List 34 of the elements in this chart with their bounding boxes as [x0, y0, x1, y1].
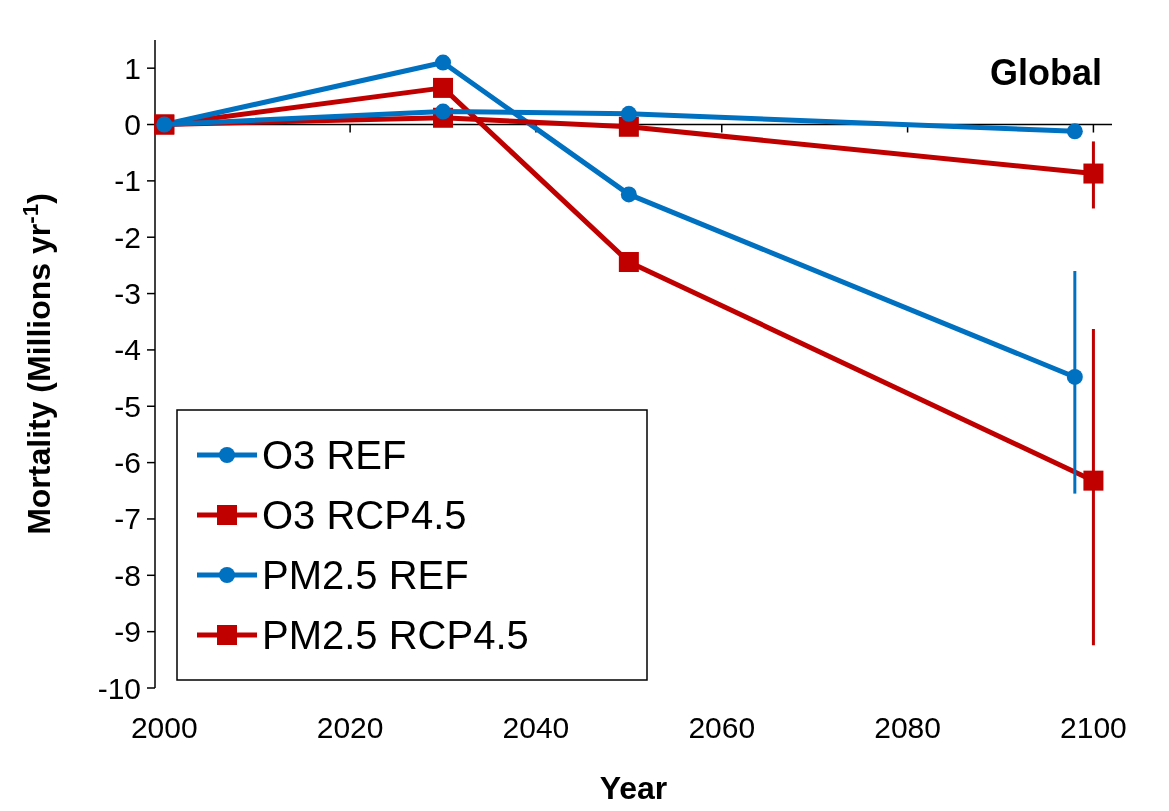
y-tick-label: -7 [114, 502, 141, 536]
legend-label: PM2.5 REF [262, 553, 469, 597]
x-tick-label: 2020 [316, 711, 384, 744]
legend-label: O3 RCP4.5 [262, 493, 467, 537]
y-tick-label: -5 [114, 389, 141, 423]
point [1083, 470, 1104, 491]
y-tick-label: -9 [114, 615, 141, 649]
point [435, 54, 452, 71]
x-tick-label: 2040 [502, 711, 570, 744]
point [618, 252, 639, 273]
y-tick-label: -3 [114, 277, 141, 311]
y-tick-label: -10 [97, 671, 141, 705]
chart-title: Global [989, 52, 1102, 93]
legend-label: O3 REF [262, 433, 407, 477]
point [433, 77, 454, 98]
point [1066, 123, 1083, 140]
x-tick-label: 2080 [874, 711, 941, 744]
x-tick-label: 2060 [688, 711, 756, 744]
x-tick-label: 2100 [1060, 711, 1127, 744]
y-tick-label: -4 [114, 333, 141, 367]
x-axis-title: Year [599, 770, 668, 806]
point [620, 105, 637, 122]
point [1083, 163, 1104, 184]
legend-label: PM2.5 RCP4.5 [262, 613, 529, 657]
x-tick-label: 2000 [130, 711, 198, 744]
y-tick-label: 0 [124, 108, 141, 142]
y-tick-label: -1 [114, 164, 141, 198]
y-tick-label: -8 [114, 558, 141, 592]
point [620, 186, 637, 203]
y-tick-label: -2 [114, 220, 141, 254]
point [435, 103, 452, 120]
y-tick-label: 1 [124, 51, 141, 85]
point [1066, 368, 1083, 385]
y-tick-label: -6 [114, 446, 141, 480]
